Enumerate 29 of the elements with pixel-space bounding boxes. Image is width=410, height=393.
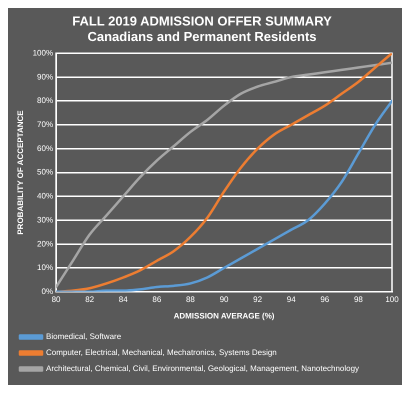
legend-label: Computer, Electrical, Mechanical, Mechatronics, Systems Design [46,348,277,358]
y-tick-label: 100% [32,48,54,58]
y-tick-label: 80% [37,96,54,106]
x-tick-label: 84 [118,294,128,304]
y-tick-label: 50% [37,168,54,177]
x-axis-title: ADMISSION AVERAGE (%) [174,311,275,320]
text: Canadians and Permanent Residents [87,28,317,44]
x-tick-label: 90 [220,294,230,304]
x-tick-label: 82 [85,294,95,304]
y-axis-title: PROBABILITY OF ACCEPTANCE [16,110,26,235]
legend-label: Architectural, Chemical, Civil, Environmental, Geological, Management, Nanotechnology [46,364,360,374]
y-tick-label: 70% [37,120,54,129]
x-tick-label: 86 [152,294,162,304]
y-tick-label: 40% [37,192,54,201]
legend-label: Biomedical, Software [46,332,122,342]
x-tick-label: 80 [52,294,62,304]
x-tick-label: 98 [354,294,364,304]
text: FALL 2019 ADMISSION OFFER SUMMARY [72,13,332,28]
y-tick-label: 90% [37,72,54,82]
x-tick-label: 88 [186,294,196,304]
y-tick-label: 20% [37,239,54,248]
y-tick-label: 60% [37,144,54,153]
y-tick-label: 10% [37,263,54,272]
y-tick-label: 0% [42,287,54,296]
y-tick-label: 30% [37,215,54,224]
x-tick-label: 100 [385,294,400,304]
x-tick-label: 96 [320,294,330,304]
x-tick-label: 94 [286,294,296,304]
x-tick-label: 92 [253,294,263,304]
